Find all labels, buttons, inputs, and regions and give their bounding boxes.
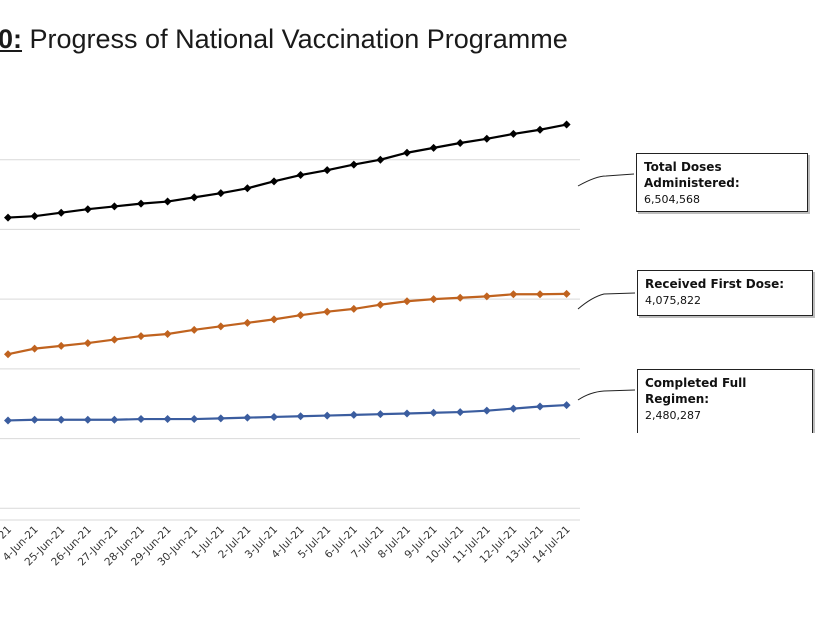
data-point	[482, 134, 491, 143]
data-point	[163, 197, 172, 206]
data-point	[482, 406, 491, 415]
data-point	[482, 292, 491, 301]
leader-total	[577, 173, 635, 187]
data-point	[270, 315, 278, 324]
callout-full-label-1: Completed Full	[645, 376, 747, 390]
x-axis-tick-labels: 214-Jun-2125-Jun-2126-Jun-2127-Jun-2128-…	[0, 524, 573, 569]
data-point	[4, 350, 12, 359]
data-point	[562, 289, 571, 298]
callout-full-value: 2,480,287	[645, 409, 701, 422]
callout-first-label: Received First Dose:	[645, 277, 785, 291]
data-point	[137, 199, 145, 208]
data-point	[403, 409, 411, 418]
callout-first-dose: Received First Dose: 4,075,822	[637, 270, 813, 316]
data-point	[536, 290, 544, 299]
data-point	[323, 166, 332, 175]
data-point	[110, 335, 119, 344]
data-point	[4, 416, 12, 425]
data-point	[429, 143, 438, 152]
callout-total-doses: Total Doses Administered: 6,504,568	[636, 153, 808, 212]
data-point	[163, 415, 172, 424]
data-point	[270, 177, 278, 186]
data-point	[403, 297, 411, 306]
callout-total-label-2: Administered:	[644, 176, 740, 190]
series-1	[4, 289, 571, 359]
data-point	[456, 138, 465, 147]
data-point	[30, 212, 39, 221]
data-point	[296, 311, 305, 320]
data-point	[30, 344, 39, 353]
data-point	[4, 213, 12, 222]
data-point	[190, 325, 199, 334]
leader-first	[577, 292, 636, 310]
callout-leader-lines	[577, 173, 636, 401]
chart-title: 0: Progress of National Vaccination Prog…	[0, 24, 568, 55]
data-point	[456, 408, 465, 417]
data-point	[296, 171, 305, 180]
data-point	[536, 125, 544, 134]
data-point	[509, 290, 518, 299]
data-point	[110, 202, 119, 211]
callout-full-label-2: Regimen:	[645, 392, 710, 406]
x-tick-label: 21	[0, 524, 14, 542]
data-point	[57, 208, 66, 217]
data-point	[190, 415, 199, 424]
series-2	[4, 401, 571, 425]
data-point	[110, 415, 119, 424]
data-point	[83, 339, 92, 348]
data-point	[163, 330, 172, 338]
data-point	[83, 205, 92, 214]
data-point	[562, 120, 571, 129]
data-point	[57, 415, 66, 424]
data-point	[509, 404, 518, 413]
data-point	[403, 148, 411, 157]
title-text: Progress of National Vaccination Program…	[22, 24, 568, 54]
data-point	[270, 412, 278, 421]
data-point	[243, 184, 252, 193]
data-point	[296, 412, 305, 421]
callout-full-regimen: Completed Full Regimen: 2,480,287	[637, 369, 813, 433]
callout-total-label-1: Total Doses	[644, 160, 722, 174]
data-point	[456, 293, 465, 302]
series-0	[4, 120, 571, 222]
leader-full	[577, 389, 636, 401]
data-point	[562, 401, 571, 410]
data-point	[509, 129, 518, 138]
data-point	[83, 415, 92, 424]
data-point	[376, 155, 385, 164]
series-group	[4, 120, 571, 425]
data-point	[376, 300, 385, 309]
data-point	[323, 411, 332, 420]
series-line-2	[7, 403, 567, 422]
gridlines	[0, 159, 580, 521]
data-point	[137, 415, 145, 424]
data-point	[216, 322, 225, 331]
data-point	[57, 341, 66, 350]
data-point	[243, 318, 252, 327]
data-point	[190, 193, 199, 202]
data-point	[536, 402, 544, 411]
data-point	[349, 304, 358, 313]
series-line-1	[7, 292, 567, 356]
data-point	[243, 413, 252, 422]
data-point	[349, 160, 358, 169]
series-line-0	[7, 123, 567, 219]
data-point	[30, 415, 39, 424]
callout-first-value: 4,075,822	[645, 294, 701, 307]
data-point	[376, 410, 385, 419]
data-point	[349, 410, 358, 419]
data-point	[323, 307, 332, 316]
callout-total-value: 6,504,568	[644, 193, 700, 206]
data-point	[137, 332, 145, 341]
data-point	[429, 295, 438, 304]
data-point	[216, 414, 225, 423]
data-point	[216, 189, 225, 198]
figure-number: 0:	[0, 24, 23, 54]
data-point	[429, 408, 438, 417]
